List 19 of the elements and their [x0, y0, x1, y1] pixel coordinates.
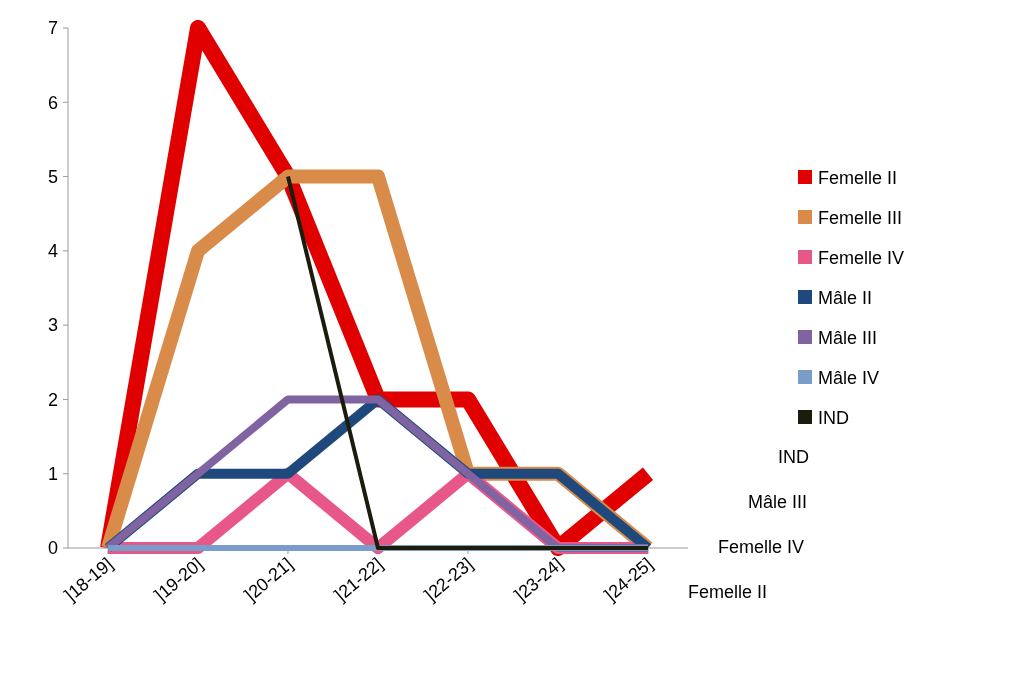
legend-label: IND [818, 408, 849, 429]
legend-label: Mâle III [818, 328, 878, 349]
text: Femelle IV [718, 537, 805, 557]
y-tick-label: 5 [47, 166, 58, 187]
legend-label: Mâle II [818, 288, 873, 309]
y-tick-label: 4 [47, 241, 58, 262]
y-tick-label: 7 [47, 18, 58, 39]
y-tick-label: 1 [47, 464, 58, 485]
y-tick-label: 0 [47, 538, 58, 559]
legend-label: Femelle III [818, 208, 903, 229]
text: Femelle II [688, 582, 768, 602]
y-tick-label: 2 [47, 389, 58, 410]
legend-label: Femelle IV [818, 248, 905, 269]
legend-label: Femelle II [818, 168, 898, 189]
y-tick-label: 6 [47, 92, 58, 113]
legend-label: Mâle IV [818, 368, 880, 389]
text: Mâle III [748, 492, 808, 512]
y-tick-label: 3 [47, 315, 58, 336]
text: IND [778, 447, 809, 467]
